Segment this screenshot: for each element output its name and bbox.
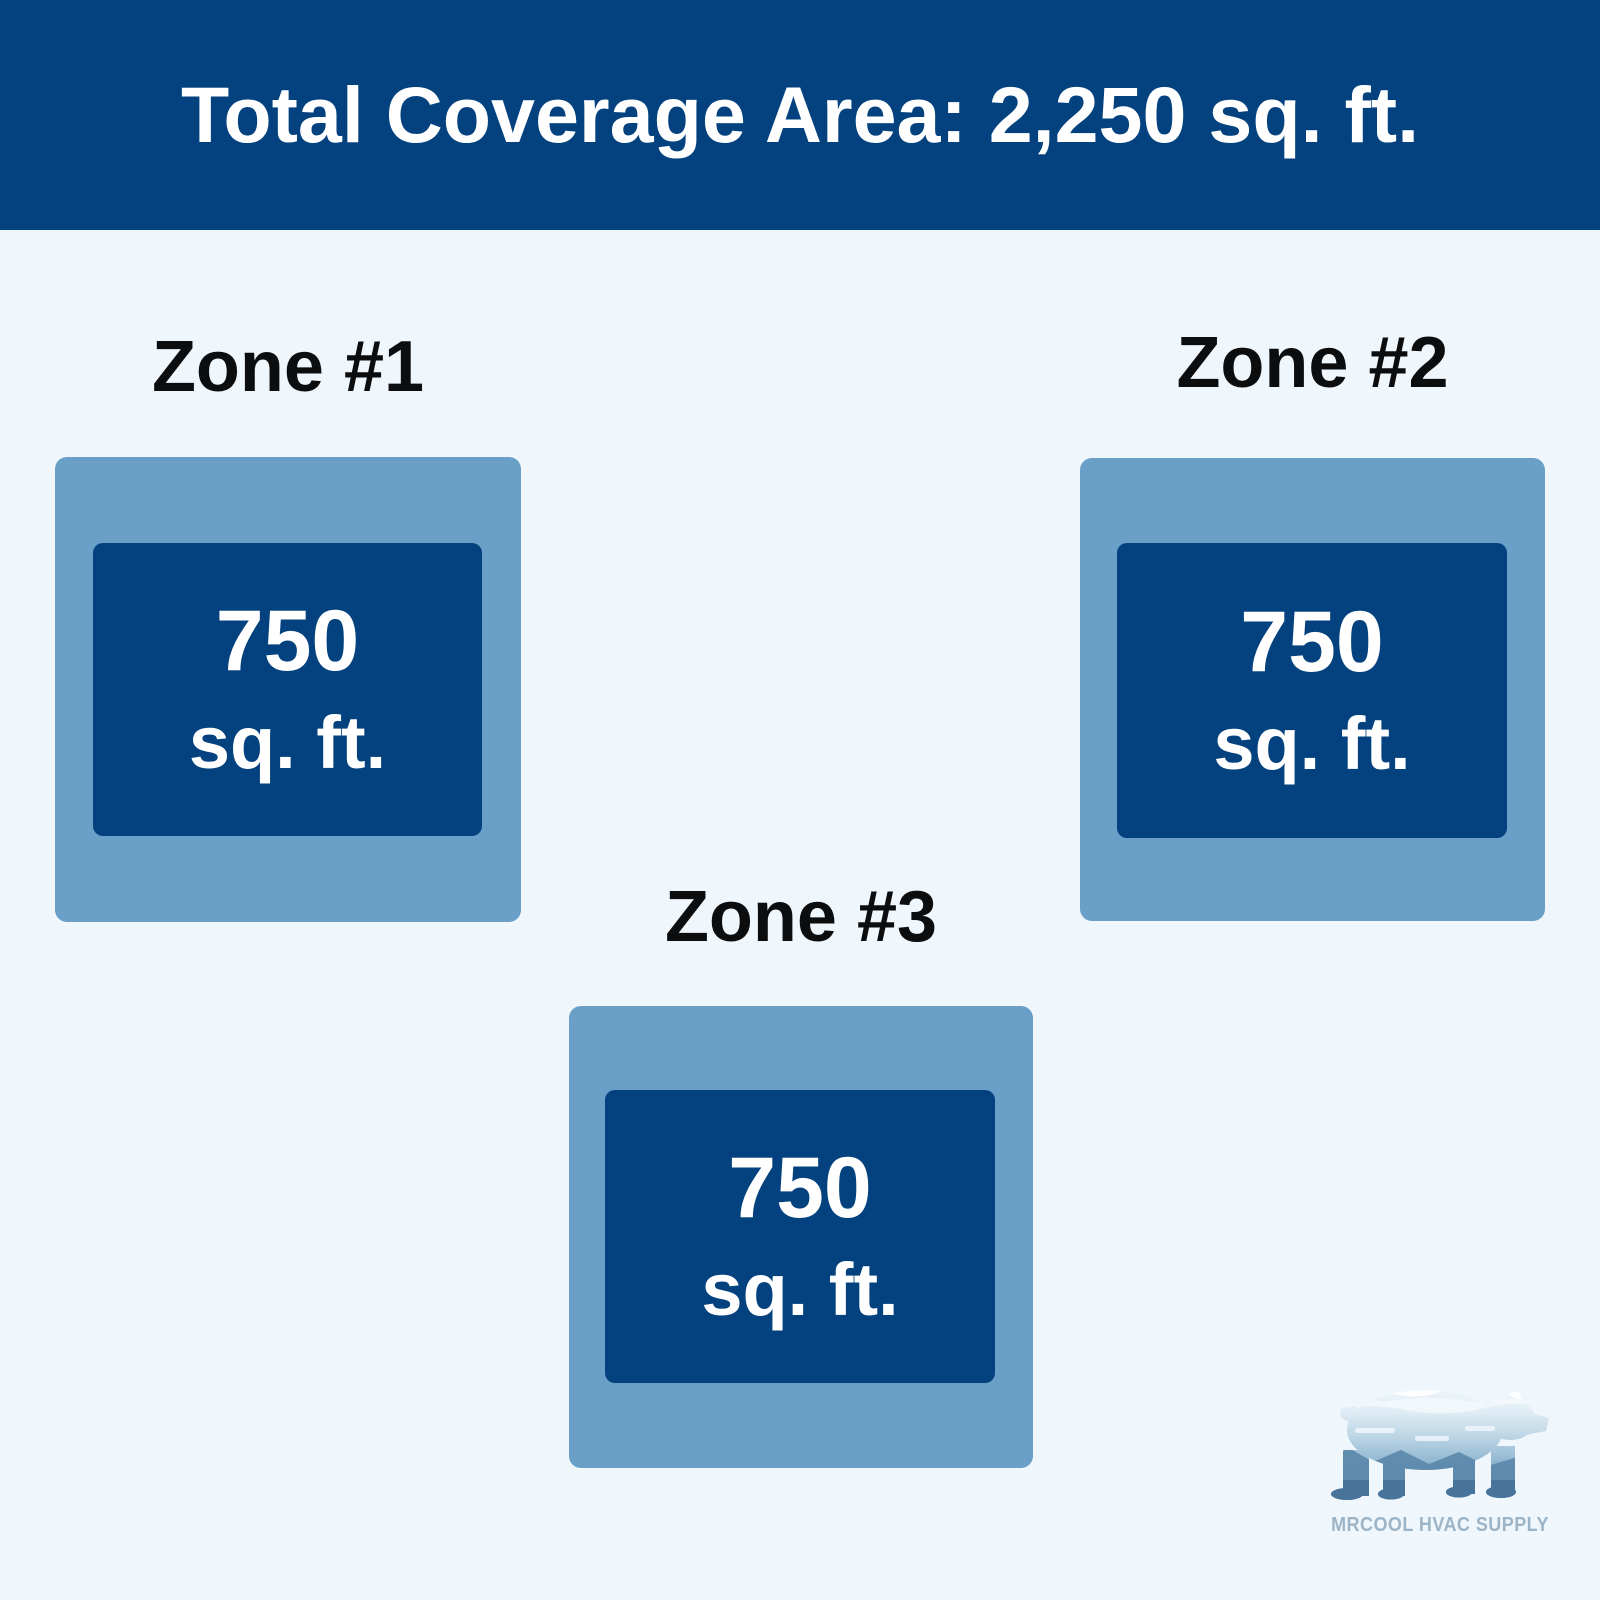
page-title: Total Coverage Area: 2,250 sq. ft. <box>180 70 1420 159</box>
zone-1-label: Zone #1 <box>151 327 425 407</box>
zone-2-area-card: 750 sq. ft. <box>1117 543 1507 838</box>
brand-name: MRCOOL HVAC SUPPLY <box>1331 1514 1549 1536</box>
zone-3-label: Zone #3 <box>664 877 938 957</box>
zone-1-unit: sq. ft. <box>188 700 387 784</box>
zone-3-unit: sq. ft. <box>701 1247 899 1331</box>
zone-1-area-card: 750 sq. ft. <box>93 543 482 836</box>
zone-1-value: 750 <box>215 592 360 689</box>
header-banner: Total Coverage Area: 2,250 sq. ft. <box>0 0 1600 230</box>
polar-bear-icon <box>1331 1390 1549 1500</box>
zone-3-coverage-square: 750 sq. ft. <box>569 1006 1033 1468</box>
zone-2-coverage-square: 750 sq. ft. <box>1080 458 1545 921</box>
brand-logo: MRCOOL HVAC SUPPLY <box>1310 1368 1570 1537</box>
zone-3-area-card: 750 sq. ft. <box>605 1090 995 1383</box>
zone-3-value: 750 <box>728 1139 872 1236</box>
zone-2-unit: sq. ft. <box>1213 701 1411 785</box>
zone-1-coverage-square: 750 sq. ft. <box>55 457 521 922</box>
zone-2-value: 750 <box>1240 593 1384 690</box>
zone-2-label: Zone #2 <box>1176 323 1449 403</box>
